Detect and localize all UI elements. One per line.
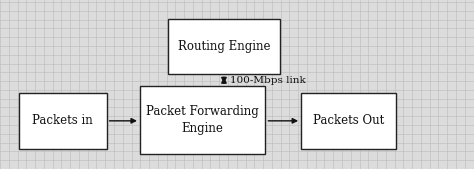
- Bar: [301, 93, 396, 149]
- Bar: [140, 86, 265, 154]
- Text: 100-Mbps link: 100-Mbps link: [230, 76, 306, 85]
- Bar: [19, 93, 107, 149]
- Text: Packets in: Packets in: [32, 114, 93, 127]
- Text: Routing Engine: Routing Engine: [178, 40, 270, 53]
- Text: Packets Out: Packets Out: [313, 114, 384, 127]
- Text: Packet Forwarding
Engine: Packet Forwarding Engine: [146, 105, 259, 135]
- Bar: [168, 19, 280, 74]
